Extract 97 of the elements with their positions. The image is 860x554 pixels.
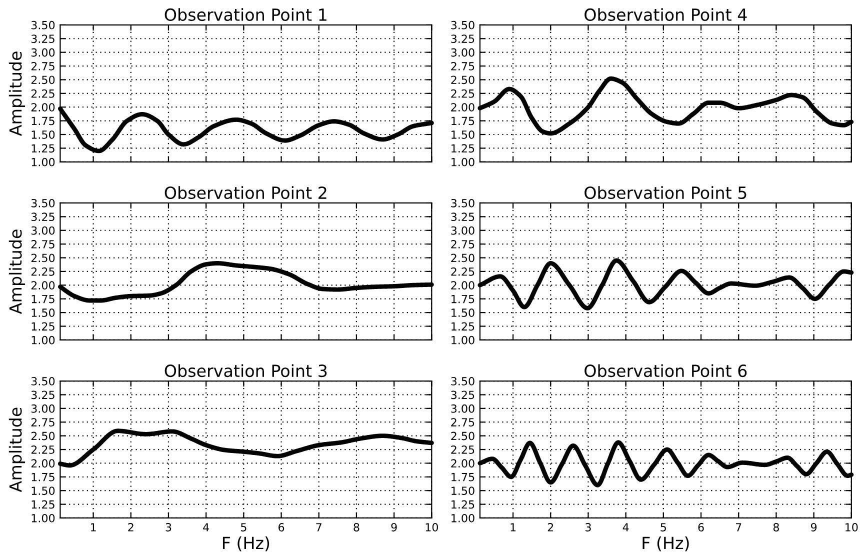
x-axis-title: F (Hz) (222, 536, 270, 552)
y-tick-label: 1.00 (32, 514, 55, 522)
y-tick-label: 1.50 (452, 486, 474, 495)
y-tick-label: 3.00 (451, 404, 474, 413)
y-tick-label: 3.50 (31, 198, 55, 208)
y-tick-label: 1.75 (452, 473, 474, 482)
y-tick-label: 2.50 (31, 254, 55, 262)
y-tick-label: 1.75 (32, 473, 54, 482)
y-tick-label: 2.00 (451, 459, 474, 468)
y-tick-label: 2.75 (451, 418, 474, 426)
y-tick-label: 1.25 (32, 500, 54, 509)
x-tick-label: 1 (90, 523, 96, 532)
y-tick-label: 1.25 (32, 322, 54, 331)
y-tick-label: 1.25 (452, 500, 474, 509)
chart-title: Observation Point 6 (584, 364, 747, 378)
x-tick-label: 10 (846, 523, 858, 532)
y-tick-label: 1.00 (452, 336, 474, 344)
y-tick-label: 1.25 (452, 144, 474, 153)
x-tick-label: 3 (586, 523, 591, 532)
x-tick-label: 8 (354, 523, 360, 532)
x-tick-label: 4 (622, 523, 629, 532)
y-tick-label: 2.75 (451, 62, 474, 70)
y-tick-label: 2.00 (31, 459, 55, 468)
y-tick-label: 2.50 (451, 76, 474, 84)
y-tick-label: 2.00 (31, 103, 55, 112)
y-tick-label: 2.25 (31, 445, 54, 454)
y-tick-label: 1.00 (32, 336, 55, 344)
y-tick-label: 1.00 (452, 514, 474, 522)
y-tick-label: 1.50 (452, 308, 474, 317)
y-tick-label: 1.50 (32, 308, 55, 317)
x-tick-label: 7 (736, 523, 742, 532)
y-tick-label: 1.00 (452, 158, 474, 166)
y-tick-label: 2.25 (451, 89, 474, 98)
y-tick-label: 1.75 (452, 116, 474, 126)
y-tick-label: 1.50 (452, 130, 474, 139)
y-tick-label: 2.50 (451, 432, 474, 440)
y-tick-label: 1.75 (32, 294, 54, 304)
y-tick-label: 3.25 (31, 34, 54, 44)
y-tick-label: 2.25 (31, 267, 54, 276)
y-tick-label: 2.50 (31, 432, 55, 440)
y-tick-label: 2.25 (31, 89, 54, 98)
y-tick-label: 3.00 (31, 48, 55, 57)
x-tick-label: 1 (510, 523, 516, 532)
x-tick-label: 7 (316, 523, 322, 532)
y-tick-label: 1.00 (32, 158, 55, 166)
y-tick-label: 1.75 (452, 294, 474, 304)
y-axis-title: Amplitude (8, 408, 26, 492)
y-tick-label: 3.00 (451, 226, 474, 235)
chart-title: Observation Point 4 (584, 8, 747, 21)
y-tick-label: 2.75 (31, 418, 54, 426)
y-tick-label: 2.00 (451, 103, 474, 112)
chart-title: Observation Point 5 (584, 186, 746, 200)
y-tick-label: 3.00 (31, 404, 55, 413)
y-tick-label: 3.25 (451, 390, 474, 400)
y-tick-label: 2.25 (451, 267, 474, 276)
y-tick-label: 2.75 (451, 240, 474, 248)
y-tick-label: 1.75 (32, 116, 54, 126)
x-tick-label: 9 (391, 523, 397, 532)
y-tick-label: 1.50 (32, 486, 55, 495)
y-tick-label: 1.25 (452, 322, 474, 331)
y-tick-label: 3.25 (451, 212, 474, 222)
y-tick-label: 2.75 (31, 240, 54, 248)
x-tick-label: 4 (203, 523, 209, 532)
y-tick-label: 1.25 (32, 144, 54, 153)
y-tick-label: 2.50 (31, 76, 55, 84)
y-tick-label: 3.00 (31, 226, 55, 235)
x-tick-label: 9 (810, 523, 817, 532)
x-tick-label: 5 (660, 523, 666, 532)
y-tick-label: 2.50 (451, 254, 474, 262)
chart-title: Observation Point 1 (164, 8, 326, 21)
y-tick-label: 3.50 (451, 198, 474, 208)
x-tick-label: 6 (698, 523, 704, 532)
x-tick-label: 5 (240, 523, 246, 532)
y-tick-label: 3.25 (31, 390, 54, 400)
y-tick-label: 3.00 (451, 48, 474, 57)
x-tick-label: 8 (773, 523, 779, 532)
x-tick-label: 2 (548, 523, 554, 532)
chart-title: Observation Point 3 (164, 364, 327, 378)
y-tick-label: 2.00 (451, 281, 474, 290)
y-tick-label: 1.50 (32, 130, 55, 139)
x-tick-label: 6 (278, 523, 284, 532)
x-tick-label: 3 (166, 523, 172, 532)
x-axis-title: F (Hz) (642, 536, 689, 552)
x-tick-label: 10 (426, 523, 438, 532)
y-tick-label: 3.50 (31, 20, 55, 30)
y-tick-label: 3.25 (451, 34, 474, 44)
y-axis-title: Amplitude (8, 52, 26, 136)
y-tick-label: 2.75 (31, 62, 54, 70)
y-tick-label: 2.25 (451, 445, 474, 454)
y-tick-label: 3.25 (31, 212, 54, 222)
y-tick-label: 3.50 (451, 20, 474, 30)
chart-title: Observation Point 2 (164, 186, 326, 200)
x-tick-label: 2 (128, 523, 134, 532)
y-tick-label: 3.50 (451, 377, 474, 386)
y-tick-label: 2.00 (31, 281, 55, 290)
y-tick-label: 3.50 (31, 377, 55, 386)
y-axis-title: Amplitude (8, 230, 26, 314)
